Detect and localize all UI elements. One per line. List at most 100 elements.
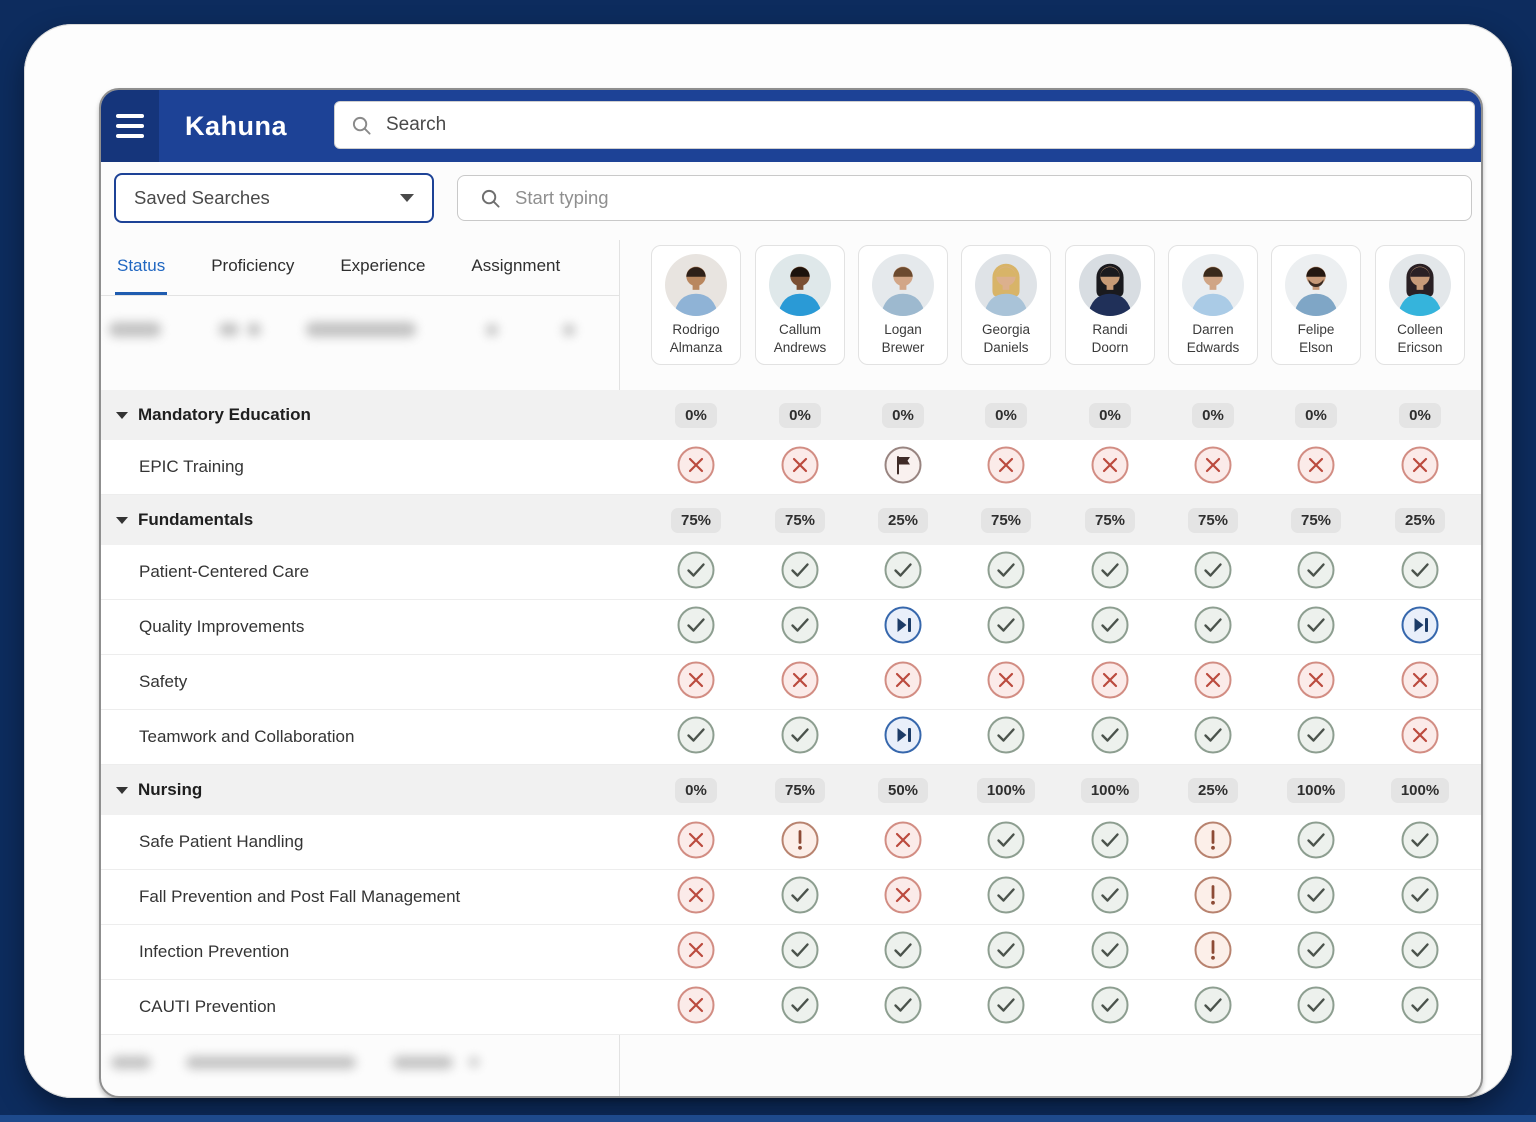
status-cell[interactable] [954, 600, 1058, 654]
person-card-callum-andrews[interactable]: Callum Andrews [755, 245, 845, 365]
status-pass-icon[interactable] [780, 985, 820, 1030]
status-fail-icon[interactable] [883, 820, 923, 865]
tab-proficiency[interactable]: Proficiency [211, 256, 295, 275]
status-pass-icon[interactable] [1296, 605, 1336, 650]
status-cell[interactable] [1368, 870, 1472, 924]
status-fail-icon[interactable] [986, 445, 1026, 490]
status-cell[interactable] [851, 980, 955, 1034]
status-cell[interactable] [954, 545, 1058, 599]
status-cell[interactable] [1264, 545, 1368, 599]
person-card-randi-doorn[interactable]: Randi Doorn [1065, 245, 1155, 365]
status-cell[interactable] [644, 980, 748, 1034]
status-cell[interactable] [1161, 815, 1265, 869]
category-row-mandatory-education[interactable]: Mandatory Education 0% 0% 0% 0% 0% 0% 0% 0% [101, 390, 1481, 440]
status-cell[interactable] [1368, 545, 1472, 599]
status-pass-icon[interactable] [1090, 930, 1130, 975]
status-pass-icon[interactable] [1400, 930, 1440, 975]
status-fail-icon[interactable] [780, 660, 820, 705]
status-cell[interactable] [1264, 600, 1368, 654]
status-fail-icon[interactable] [676, 445, 716, 490]
status-fail-icon[interactable] [986, 660, 1026, 705]
status-pass-icon[interactable] [1400, 985, 1440, 1030]
status-pass-icon[interactable] [986, 985, 1026, 1030]
status-pass-icon[interactable] [986, 875, 1026, 920]
status-cell[interactable] [644, 710, 748, 764]
status-cell[interactable] [1161, 980, 1265, 1034]
tab-status[interactable]: Status [115, 240, 168, 295]
status-cell[interactable] [1161, 440, 1265, 494]
status-cell[interactable] [954, 925, 1058, 979]
status-fail-icon[interactable] [780, 445, 820, 490]
status-fail-icon[interactable] [1296, 445, 1336, 490]
status-cell[interactable] [1058, 545, 1162, 599]
status-cell[interactable] [1264, 440, 1368, 494]
status-cell[interactable] [1368, 655, 1472, 709]
status-pass-icon[interactable] [1193, 605, 1233, 650]
status-cell[interactable] [644, 925, 748, 979]
status-fail-icon[interactable] [1296, 660, 1336, 705]
status-cell[interactable] [954, 655, 1058, 709]
status-pass-icon[interactable] [1400, 820, 1440, 865]
status-cell[interactable] [851, 655, 955, 709]
status-warn-icon[interactable] [1193, 875, 1233, 920]
status-cell[interactable] [1161, 600, 1265, 654]
status-cell[interactable] [748, 710, 852, 764]
status-cell[interactable] [1058, 980, 1162, 1034]
status-cell[interactable] [851, 440, 955, 494]
status-pass-icon[interactable] [883, 930, 923, 975]
status-cell[interactable] [748, 925, 852, 979]
status-cell[interactable] [1058, 815, 1162, 869]
person-card-darren-edwards[interactable]: Darren Edwards [1168, 245, 1258, 365]
status-cell[interactable] [954, 815, 1058, 869]
status-pass-icon[interactable] [780, 930, 820, 975]
status-fail-icon[interactable] [1193, 660, 1233, 705]
status-cell[interactable] [1058, 655, 1162, 709]
person-card-felipe-elson[interactable]: Felipe Elson [1271, 245, 1361, 365]
tab-assignment[interactable]: Assignment [471, 256, 561, 275]
status-pass-icon[interactable] [1090, 875, 1130, 920]
status-cell[interactable] [644, 655, 748, 709]
status-pass-icon[interactable] [1400, 875, 1440, 920]
status-cell[interactable] [1058, 600, 1162, 654]
status-pass-icon[interactable] [1090, 985, 1130, 1030]
status-cell[interactable] [1264, 815, 1368, 869]
status-cell[interactable] [1161, 870, 1265, 924]
status-cell[interactable] [1161, 545, 1265, 599]
status-pass-icon[interactable] [1296, 875, 1336, 920]
status-pass-icon[interactable] [1296, 985, 1336, 1030]
status-cell[interactable] [1368, 600, 1472, 654]
status-cell[interactable] [1368, 815, 1472, 869]
status-pass-icon[interactable] [986, 550, 1026, 595]
status-progress-icon[interactable] [1400, 605, 1440, 650]
status-cell[interactable] [1264, 710, 1368, 764]
filter-search-box[interactable] [457, 175, 1472, 221]
status-pass-icon[interactable] [780, 715, 820, 760]
status-progress-icon[interactable] [883, 605, 923, 650]
status-warn-icon[interactable] [1193, 820, 1233, 865]
status-cell[interactable] [1058, 925, 1162, 979]
status-pass-icon[interactable] [1090, 605, 1130, 650]
status-cell[interactable] [954, 980, 1058, 1034]
status-fail-icon[interactable] [676, 930, 716, 975]
status-pass-icon[interactable] [1090, 550, 1130, 595]
person-card-logan-brewer[interactable]: Logan Brewer [858, 245, 948, 365]
status-cell[interactable] [954, 710, 1058, 764]
status-pass-icon[interactable] [986, 930, 1026, 975]
status-pass-icon[interactable] [1296, 715, 1336, 760]
status-pass-icon[interactable] [676, 605, 716, 650]
collapse-caret-icon[interactable] [116, 411, 128, 419]
status-cell[interactable] [748, 545, 852, 599]
status-cell[interactable] [644, 545, 748, 599]
tab-experience[interactable]: Experience [340, 256, 426, 275]
status-pass-icon[interactable] [986, 715, 1026, 760]
status-pass-icon[interactable] [1090, 715, 1130, 760]
status-cell[interactable] [851, 815, 955, 869]
status-cell[interactable] [954, 870, 1058, 924]
status-cell[interactable] [1368, 925, 1472, 979]
status-warn-icon[interactable] [1193, 930, 1233, 975]
status-cell[interactable] [1368, 710, 1472, 764]
person-card-rodrigo-almanza[interactable]: Rodrigo Almanza [651, 245, 741, 365]
status-pass-icon[interactable] [883, 550, 923, 595]
status-cell[interactable] [644, 815, 748, 869]
status-progress-icon[interactable] [883, 715, 923, 760]
